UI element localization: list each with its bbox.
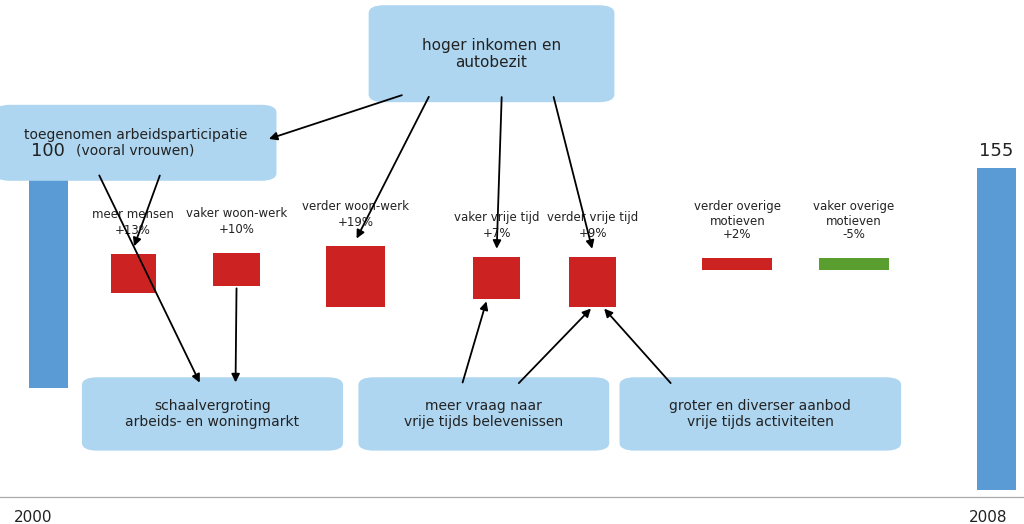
Bar — [326, 246, 385, 307]
Text: +10%: +10% — [218, 223, 255, 236]
Text: meer mensen: meer mensen — [92, 209, 174, 221]
FancyBboxPatch shape — [82, 377, 343, 451]
FancyBboxPatch shape — [620, 377, 901, 451]
Text: +2%: +2% — [723, 228, 752, 241]
Bar — [29, 168, 68, 388]
Bar — [213, 253, 260, 286]
Bar — [111, 254, 156, 293]
Text: 2000: 2000 — [13, 510, 52, 524]
Text: groter en diverser aanbod
vrije tijds activiteiten: groter en diverser aanbod vrije tijds ac… — [670, 399, 851, 429]
Bar — [977, 168, 1016, 490]
Text: +7%: +7% — [482, 227, 511, 239]
Text: verder overige
motieven: verder overige motieven — [694, 200, 780, 228]
Text: toegenomen arbeidsparticipatie
(vooral vrouwen): toegenomen arbeidsparticipatie (vooral v… — [24, 128, 248, 158]
Bar — [473, 257, 520, 299]
FancyBboxPatch shape — [0, 105, 276, 181]
Text: +9%: +9% — [579, 227, 607, 239]
FancyBboxPatch shape — [358, 377, 609, 451]
Bar — [702, 258, 772, 270]
Text: meer vraag naar
vrije tijds belevenissen: meer vraag naar vrije tijds belevenissen — [404, 399, 563, 429]
Text: verder woon-werk: verder woon-werk — [302, 201, 409, 213]
Text: vaker woon-werk: vaker woon-werk — [186, 208, 287, 220]
Bar — [819, 258, 889, 270]
Text: verder vrije tijd: verder vrije tijd — [547, 211, 639, 224]
Text: schaalvergroting
arbeids- en woningmarkt: schaalvergroting arbeids- en woningmarkt — [125, 399, 300, 429]
Text: vaker overige
motieven: vaker overige motieven — [813, 200, 895, 228]
Text: vaker vrije tijd: vaker vrije tijd — [454, 211, 540, 224]
Text: +13%: +13% — [115, 224, 152, 237]
Text: 2008: 2008 — [969, 510, 1008, 524]
Text: +19%: +19% — [337, 216, 374, 229]
Text: -5%: -5% — [843, 228, 865, 241]
Bar — [569, 257, 616, 307]
Text: 155: 155 — [979, 142, 1014, 160]
FancyBboxPatch shape — [369, 5, 614, 102]
Text: hoger inkomen en
autobezit: hoger inkomen en autobezit — [422, 38, 561, 70]
Text: 100: 100 — [31, 142, 66, 160]
